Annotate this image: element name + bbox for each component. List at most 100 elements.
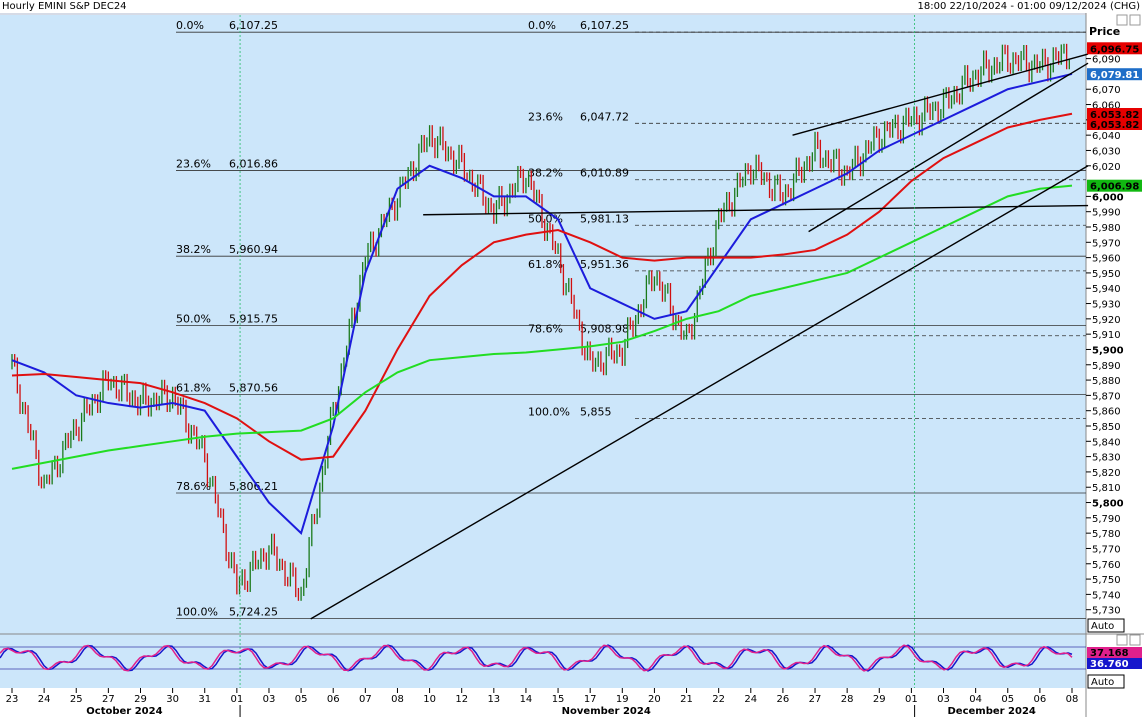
time-tick-label: 30: [166, 694, 179, 705]
time-tick-label: 05: [1001, 694, 1014, 705]
auto-label: Auto: [1091, 621, 1114, 632]
month-label: December 2024: [947, 706, 1035, 717]
moving-average-line: [11, 72, 1073, 536]
fib-level-pct: 78.6%: [528, 323, 563, 336]
time-tick-label: 17: [584, 694, 597, 705]
fib-level-value: 5,855: [580, 405, 612, 418]
time-tick-label: 19: [616, 694, 629, 705]
last-value-label: 6,079.81: [1090, 70, 1139, 81]
time-tick-label: 04: [969, 694, 982, 705]
fib-level-value: 5,908.98: [580, 323, 629, 336]
fib-level-pct: 78.6%: [176, 480, 211, 493]
time-tick-label: 01: [230, 694, 243, 705]
price-tick-label: 6,020: [1092, 162, 1121, 173]
fib-level-value: 5,981.13: [580, 212, 629, 225]
time-tick-label: 06: [327, 694, 340, 705]
osc-auto-button[interactable]: Auto: [1087, 674, 1125, 689]
scroll-up-icon[interactable]: [1116, 14, 1128, 26]
price-tick-label: 6,060: [1092, 101, 1121, 112]
time-tick-label: 29: [873, 694, 886, 705]
osc-red-line: [0, 644, 1073, 672]
trend-line: [423, 204, 1089, 216]
price-tick-label: 5,800: [1092, 499, 1124, 510]
month-label: November 2024: [562, 706, 651, 717]
trend-line: [792, 53, 1089, 136]
osc-value-label: 37.168: [1090, 648, 1129, 659]
price-tick-label: 5,910: [1092, 330, 1121, 341]
price-tick-label: 6,000: [1092, 192, 1124, 203]
time-tick-label: 27: [102, 694, 115, 705]
price-axis-title: Price: [1089, 25, 1120, 38]
last-value-badge: [1087, 68, 1142, 81]
time-tick-label: 07: [359, 694, 372, 705]
osc-auto-label: Auto: [1091, 677, 1114, 688]
time-tick-label: 22: [712, 694, 725, 705]
price-tick-label: 5,740: [1092, 590, 1121, 601]
price-tick-label: 5,730: [1092, 606, 1121, 617]
price-tick-label: 5,890: [1092, 361, 1121, 372]
time-tick-label: 06: [1034, 694, 1047, 705]
last-value-label: 6,006.98: [1090, 182, 1139, 193]
time-tick-label: 24: [744, 694, 757, 705]
time-tick-label: 23: [6, 694, 19, 705]
price-tick-label: 5,830: [1092, 453, 1121, 464]
price-tick-label: 5,850: [1092, 422, 1121, 433]
price-tick-label: 5,780: [1092, 529, 1121, 540]
price-tick-label: 5,920: [1092, 315, 1121, 326]
fib-level-pct: 0.0%: [176, 19, 204, 32]
osc-value-badge: [1087, 647, 1142, 658]
osc-scroll-down-icon[interactable]: [1129, 634, 1141, 646]
fib-level-pct: 100.0%: [176, 605, 218, 618]
last-value-label: 6,096.75: [1090, 44, 1139, 55]
price-tick-label: 5,790: [1092, 514, 1121, 525]
fib-level-pct: 23.6%: [528, 110, 563, 123]
fib-level-value: 6,107.25: [229, 19, 278, 32]
price-tick-label: 5,810: [1092, 483, 1121, 494]
fib-level-pct: 100.0%: [528, 405, 570, 418]
price-tick-label: 5,820: [1092, 468, 1121, 479]
price-tick-label: 5,870: [1092, 391, 1121, 402]
fib-level-value: 5,724.25: [229, 605, 278, 618]
price-tick-label: 6,070: [1092, 85, 1121, 96]
time-tick-label: 15: [552, 694, 565, 705]
scroll-down-icon[interactable]: [1129, 14, 1141, 26]
last-value-label: 6,053.82: [1090, 110, 1139, 121]
time-tick-label: 25: [70, 694, 83, 705]
price-tick-label: 5,900: [1092, 345, 1124, 356]
time-tick-label: 29: [134, 694, 147, 705]
fib-level-value: 5,951.36: [580, 258, 629, 271]
price-tick-label: 5,950: [1092, 269, 1121, 280]
price-tick-label: 5,880: [1092, 376, 1121, 387]
fib-level-pct: 38.2%: [528, 167, 563, 180]
osc-scroll-up-icon[interactable]: [1116, 634, 1128, 646]
price-tick-label: 6,030: [1092, 146, 1121, 157]
time-tick-label: 10: [423, 694, 436, 705]
trend-line: [310, 165, 1089, 620]
time-tick-label: 05: [295, 694, 308, 705]
time-tick-label: 20: [648, 694, 661, 705]
fib-level-value: 6,107.25: [580, 19, 629, 32]
price-tick-label: 5,860: [1092, 407, 1121, 418]
osc-blue-line: [0, 644, 1073, 672]
fib-level-value: 5,915.75: [229, 312, 278, 325]
window-controls[interactable]: [1116, 14, 1141, 646]
price-chart: 0.0% 6,107.25 23.6% 6,016.86 38.2% 5,960.94 50…: [0, 13, 1144, 717]
fib-level-value: 6,047.72: [580, 110, 629, 123]
time-tick-label: 21: [680, 694, 693, 705]
price-tick-label: 5,760: [1092, 560, 1121, 571]
time-axis-panel: [0, 688, 1144, 717]
price-tick-label: 5,840: [1092, 437, 1121, 448]
fib-level-pct: 50.0%: [176, 312, 211, 325]
fib-level-pct: 0.0%: [528, 19, 556, 32]
fib-level-value: 6,010.89: [580, 167, 629, 180]
price-tick-label: 5,930: [1092, 300, 1121, 311]
last-value-badge: [1087, 42, 1142, 55]
date-range: 18:00 22/10/2024 - 01:00 09/12/2024 (CHG…: [917, 1, 1140, 12]
fib-level-value: 5,870.56: [229, 382, 278, 395]
price-tick-label: 5,960: [1092, 254, 1121, 265]
fib-level-value: 5,806.21: [229, 480, 278, 493]
moving-average-line: [11, 184, 1073, 470]
auto-button[interactable]: Auto: [1087, 618, 1125, 633]
trend-line: [808, 62, 1089, 233]
time-tick-label: 26: [777, 694, 790, 705]
